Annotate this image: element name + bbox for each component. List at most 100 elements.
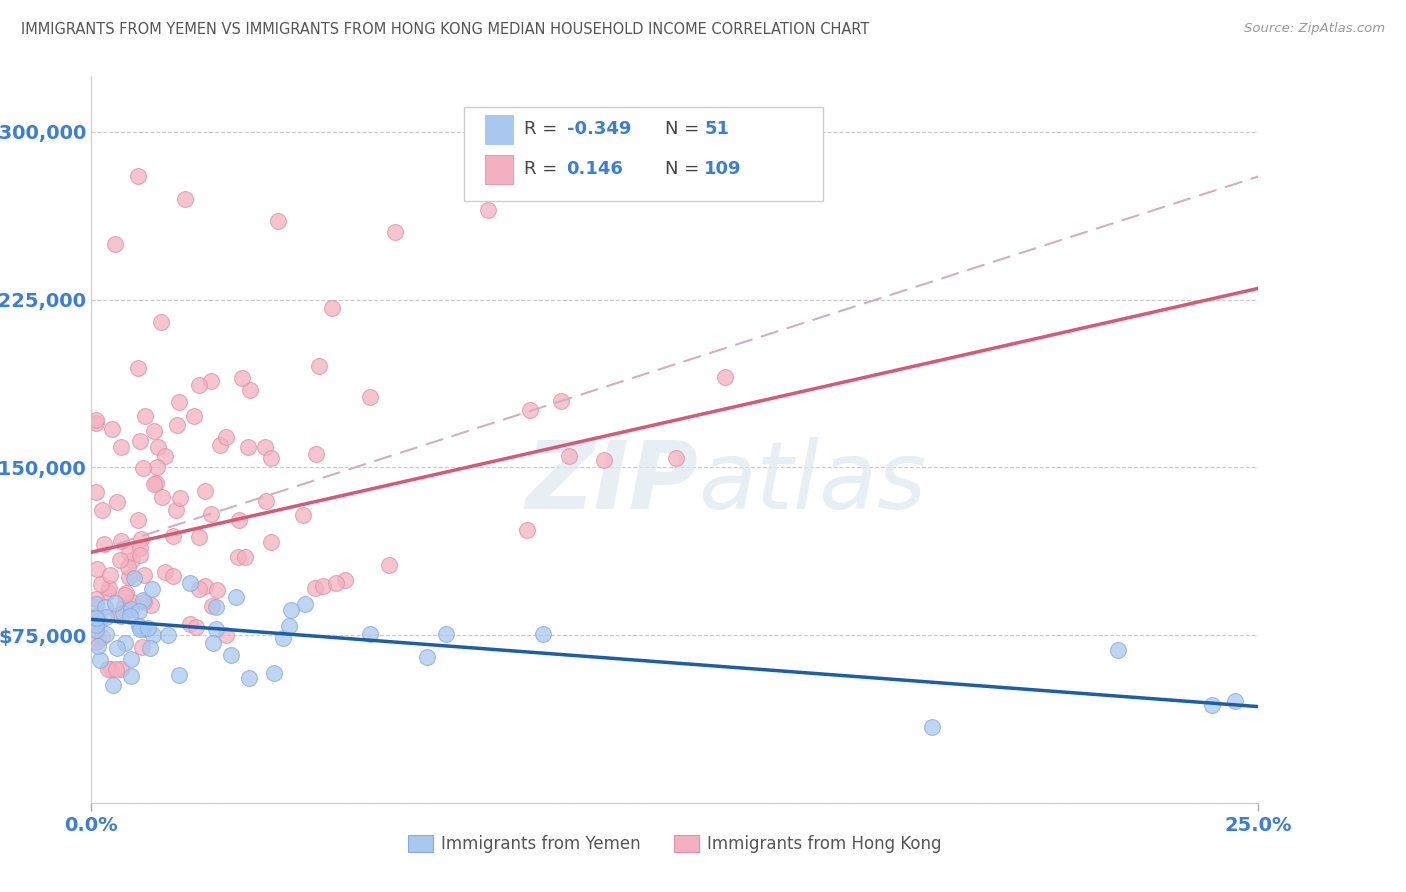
Point — [101, 422, 124, 436]
Point — [132, 622, 155, 636]
Point — [205, 583, 228, 598]
Point — [188, 530, 211, 544]
Point — [157, 628, 180, 642]
Point — [110, 608, 132, 623]
Point — [108, 553, 131, 567]
Point — [162, 529, 184, 543]
Point — [201, 599, 224, 614]
Point — [325, 576, 347, 591]
Text: ZIP: ZIP — [526, 437, 699, 529]
Point — [107, 608, 129, 623]
Point — [519, 403, 541, 417]
Point — [183, 409, 205, 423]
Point — [359, 627, 381, 641]
Point — [143, 477, 166, 491]
Point — [115, 586, 138, 600]
Point — [84, 611, 107, 625]
Point — [194, 484, 217, 499]
Point — [105, 662, 128, 676]
Point — [111, 606, 134, 620]
Point — [84, 617, 107, 632]
Point — [136, 621, 159, 635]
Point — [114, 588, 136, 602]
Point — [127, 512, 149, 526]
Point — [118, 546, 141, 560]
Point — [84, 618, 107, 632]
Point — [120, 652, 142, 666]
Point — [215, 429, 238, 443]
Point — [308, 359, 330, 373]
Point — [1223, 694, 1246, 708]
Point — [214, 628, 236, 642]
Point — [89, 653, 111, 667]
Text: -0.349: -0.349 — [567, 120, 631, 138]
Point — [550, 394, 572, 409]
Point — [91, 630, 114, 644]
Point — [434, 626, 457, 640]
Point — [153, 449, 176, 463]
Text: N =: N = — [665, 161, 704, 178]
Point — [167, 668, 190, 682]
Point — [97, 662, 120, 676]
Point — [104, 236, 127, 251]
Text: atlas: atlas — [699, 437, 927, 528]
Point — [377, 558, 399, 572]
Point — [114, 636, 136, 650]
Point — [129, 434, 152, 448]
Point — [305, 447, 328, 461]
Point — [713, 370, 735, 384]
Point — [129, 541, 152, 555]
Point — [93, 599, 115, 614]
Point — [134, 568, 156, 582]
Point — [100, 662, 122, 676]
Point — [132, 595, 155, 609]
Point — [122, 571, 145, 585]
Point — [1201, 698, 1223, 713]
Point — [233, 549, 256, 564]
Point — [238, 671, 260, 685]
Point — [200, 374, 222, 388]
Point — [531, 627, 554, 641]
Point — [280, 603, 302, 617]
Point — [131, 640, 153, 654]
Point — [333, 573, 356, 587]
Point — [110, 662, 132, 676]
Point — [132, 593, 155, 607]
Point — [179, 616, 201, 631]
Point — [384, 226, 406, 240]
Point — [94, 610, 117, 624]
Point — [194, 579, 217, 593]
Point — [142, 628, 165, 642]
Point — [271, 631, 294, 645]
Point — [557, 450, 579, 464]
Point — [97, 581, 120, 595]
Point — [260, 535, 283, 549]
Text: 0.146: 0.146 — [567, 161, 623, 178]
Point — [146, 460, 169, 475]
Point — [87, 614, 110, 628]
Point — [97, 585, 120, 599]
Text: Source: ZipAtlas.com: Source: ZipAtlas.com — [1244, 22, 1385, 36]
Point — [167, 394, 190, 409]
Point — [127, 361, 149, 376]
Point — [98, 568, 121, 582]
Point — [101, 678, 124, 692]
Point — [921, 720, 943, 734]
Point — [129, 548, 152, 562]
Point — [221, 648, 243, 662]
Text: 109: 109 — [704, 161, 742, 178]
Point — [112, 599, 135, 613]
Point — [169, 491, 191, 505]
Point — [162, 569, 184, 583]
Point — [128, 619, 150, 633]
Point — [118, 608, 141, 623]
Point — [205, 622, 228, 636]
Point — [150, 490, 173, 504]
Point — [226, 550, 249, 565]
Point — [118, 570, 141, 584]
Point — [254, 493, 277, 508]
Point — [117, 560, 139, 574]
Point — [141, 582, 163, 597]
Point — [93, 537, 115, 551]
Point — [416, 649, 439, 664]
